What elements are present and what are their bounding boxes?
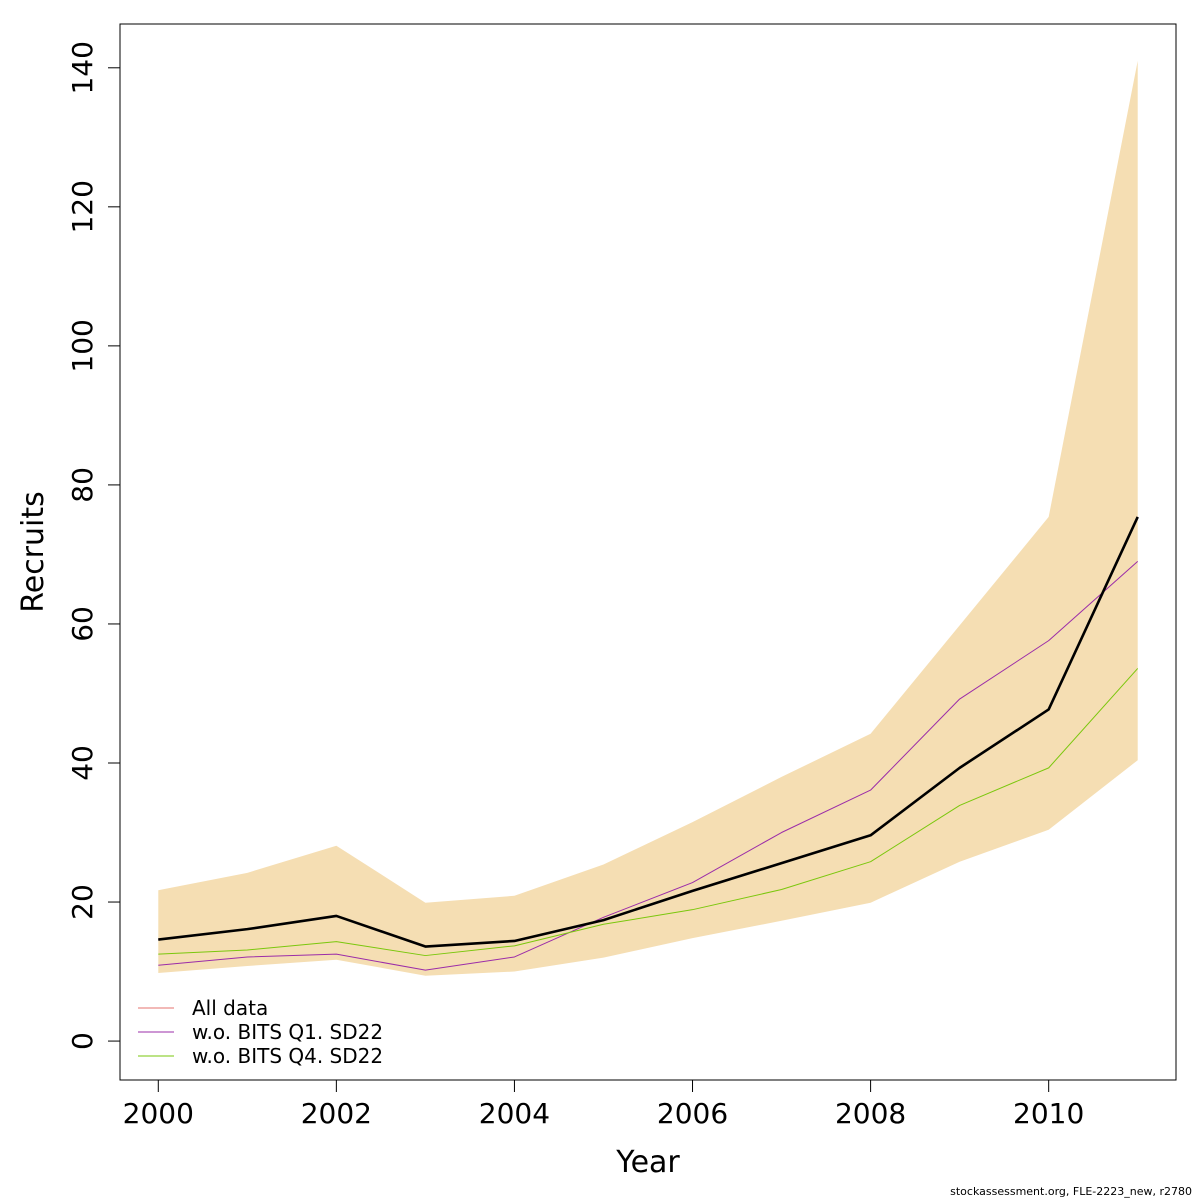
series-line-3 [158,668,1139,957]
x-tick-label: 2006 [657,1097,728,1130]
y-tick-label: 140 [66,41,99,94]
x-tick-label: 2000 [123,1097,194,1130]
x-tick-label: 2008 [835,1097,906,1130]
y-axis-title: Recruits [16,491,51,613]
legend-label: w.o. BITS Q4. SD22 [192,1044,383,1068]
confidence-band [158,60,1138,976]
legend-label: w.o. BITS Q1. SD22 [192,1020,383,1044]
y-tick-label: 80 [66,467,99,503]
y-axis: 0 20 40 60 80 100 120 140 [66,41,121,1050]
y-tick-label: 0 [66,1032,99,1050]
series-layer [158,516,1139,971]
footer-credit: stockassessment.org, FLE-2223_new, r2780 [950,1185,1192,1198]
x-axis-title: Year [615,1145,680,1180]
y-tick-label: 40 [66,745,99,781]
y-tick-label: 20 [66,884,99,920]
x-tick-label: 2010 [1013,1097,1084,1130]
legend-label: All data [192,996,268,1020]
confidence-band-layer [158,60,1138,976]
series-line-2 [158,561,1139,971]
x-tick-label: 2002 [301,1097,372,1130]
y-tick-label: 60 [66,606,99,642]
y-tick-label: 120 [66,180,99,233]
y-tick-label: 100 [66,319,99,372]
x-tick-label: 2004 [479,1097,550,1130]
x-axis: 2000 2002 2004 2006 2008 2010 [123,1079,1084,1130]
series-line-estimate [158,516,1139,948]
